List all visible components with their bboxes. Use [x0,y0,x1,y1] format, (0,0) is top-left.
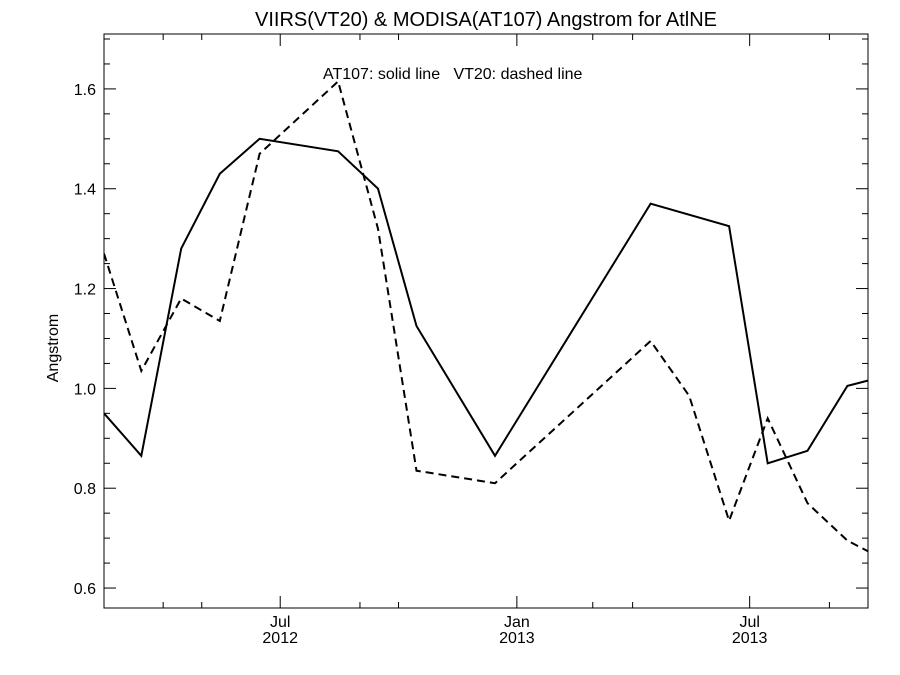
y-tick-label: 1.2 [74,282,96,299]
chart-title: VIIRS(VT20) & MODISA(AT107) Angstrom for… [255,9,717,31]
y-tick-label: 1.4 [74,182,96,199]
series-group [104,79,868,553]
x-tick-year-label: 2012 [262,630,298,647]
y-tick-label: 1.0 [74,381,96,398]
series-line-at107 [104,137,868,465]
legend-annotation: AT107: solid line VT20: dashed line [323,66,583,83]
x-tick-year-label: 2013 [499,630,535,647]
series-line-vt20 [104,79,868,553]
x-tick-label: Jan [504,614,530,631]
y-tick-label: 1.6 [74,82,96,99]
x-tick-label: Jul [739,614,759,631]
y-tick-label: 0.8 [74,481,96,498]
plot-frame [103,33,869,609]
y-tick-label: 0.6 [74,581,96,598]
x-tick-label: Jul [270,614,290,631]
y-axis-label: Angstrom [45,314,62,382]
x-tick-year-label: 2013 [732,630,768,647]
